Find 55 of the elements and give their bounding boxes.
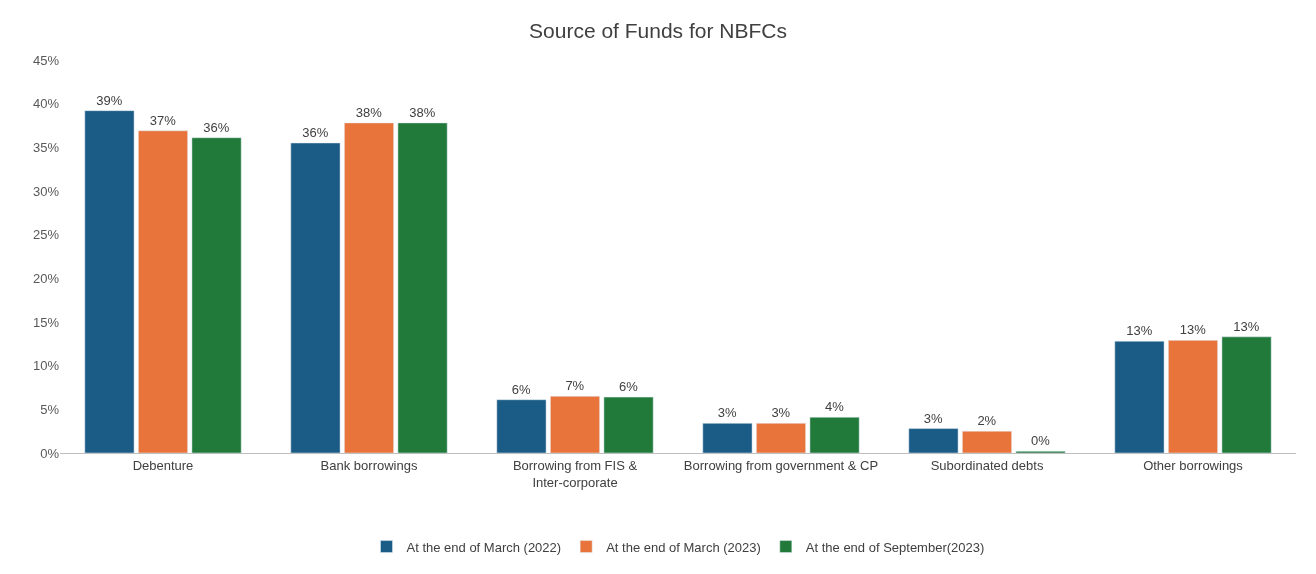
bar [344, 122, 394, 453]
x-tick-label: Bank borrowings [320, 457, 418, 473]
bar [1114, 340, 1165, 453]
y-tick-label: 5% [40, 401, 60, 417]
bar [496, 399, 547, 453]
data-label: 36% [302, 124, 329, 140]
data-label: 13% [1179, 322, 1207, 338]
legend-label: At the end of March (2022) [406, 539, 562, 555]
y-tick-label: 35% [32, 139, 60, 155]
bar [550, 395, 600, 453]
data-label: 13% [1233, 318, 1260, 334]
data-label: 4% [824, 399, 845, 415]
bar [756, 423, 806, 453]
legend-label: At the end of September(2023) [805, 539, 985, 555]
bar [290, 142, 341, 453]
x-tick-label: Borrowing from government & CP [683, 457, 879, 473]
data-label: 0% [1030, 433, 1051, 449]
bar [1221, 336, 1272, 453]
bar [603, 396, 654, 453]
data-label: 37% [149, 112, 177, 128]
bar [702, 423, 753, 453]
bar [962, 430, 1012, 453]
data-label: 38% [409, 104, 436, 120]
x-tick-label: Debenture [132, 457, 194, 473]
y-tick-label: 25% [32, 227, 60, 243]
y-tick-label: 0% [40, 445, 60, 461]
y-tick-label: 40% [32, 96, 60, 112]
y-tick-label: 30% [32, 183, 60, 199]
y-tick-label: 10% [32, 358, 60, 374]
y-tick-label: 20% [32, 270, 60, 286]
data-label: 3% [717, 405, 738, 421]
x-tick-label: Subordinated debts [930, 457, 1044, 473]
x-tick-label: Borrowing from FIS & Inter-corporate [512, 457, 638, 490]
y-tick-label: 15% [32, 314, 60, 330]
data-label: 6% [618, 379, 639, 395]
bar [84, 110, 135, 453]
bar [397, 122, 448, 453]
data-label: 2% [977, 413, 997, 429]
bar [809, 416, 860, 453]
data-label: 3% [923, 410, 944, 426]
bar [908, 428, 959, 453]
legend-label: At the end of March (2023) [606, 539, 761, 555]
chart-title: Source of Funds for NBFCs [529, 18, 787, 42]
data-label: 36% [203, 119, 230, 135]
data-label: 7% [565, 378, 585, 394]
bar [138, 130, 188, 453]
bar [1168, 340, 1218, 453]
data-label: 13% [1126, 323, 1153, 339]
data-label: 3% [771, 405, 791, 421]
data-label: 6% [511, 381, 532, 397]
bar [191, 137, 242, 453]
data-label: 39% [96, 92, 123, 108]
data-label: 38% [355, 104, 383, 120]
y-tick-label: 45% [32, 52, 60, 68]
x-tick-label: Other borrowings [1143, 457, 1244, 473]
